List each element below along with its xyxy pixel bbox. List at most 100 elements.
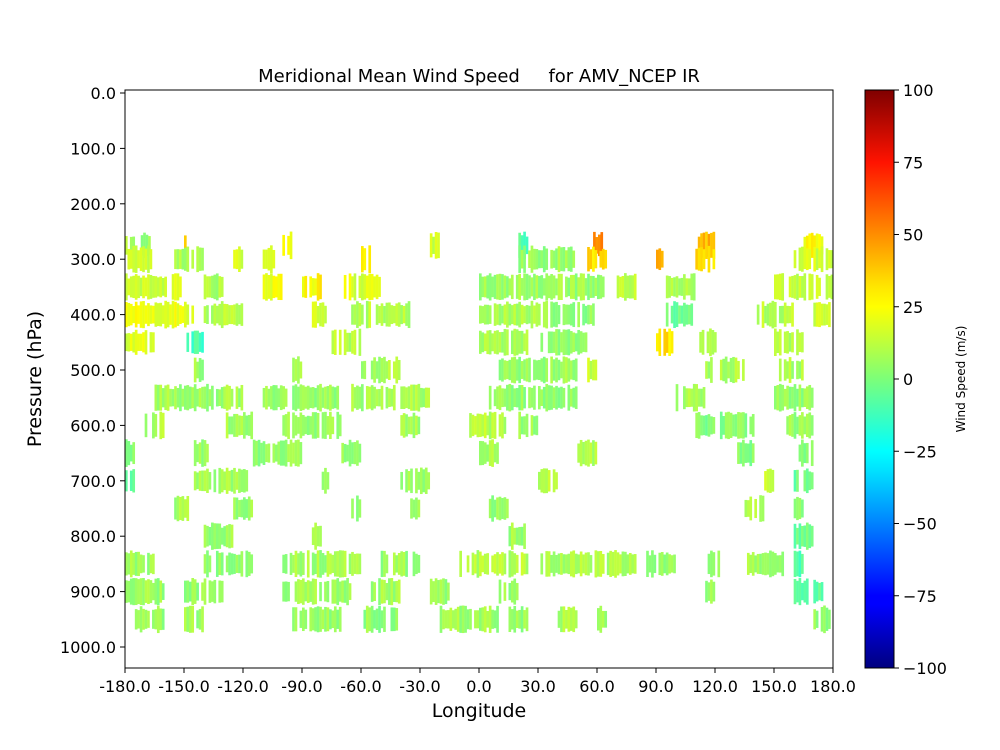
heatmap-cell <box>144 305 148 324</box>
heatmap-cell <box>223 386 226 409</box>
heatmap-cell <box>383 606 386 632</box>
heatmap-cell <box>700 233 703 258</box>
heatmap-cell <box>181 388 185 407</box>
heatmap-cell <box>675 276 679 298</box>
heatmap-cell <box>132 552 136 575</box>
heatmap-cell <box>198 470 202 491</box>
heatmap-cell <box>569 388 573 407</box>
heatmap-cell <box>513 606 517 633</box>
heatmap-cell <box>523 359 526 381</box>
heatmap-cell <box>292 385 295 410</box>
heatmap-cell <box>582 442 585 465</box>
heatmap-cell <box>311 527 315 546</box>
heatmap-cell <box>574 273 578 301</box>
heatmap-cell <box>690 273 694 301</box>
heatmap-cell <box>702 249 706 270</box>
heatmap-cell <box>144 413 148 438</box>
heatmap-cell <box>132 442 136 465</box>
heatmap-cell <box>675 302 679 327</box>
heatmap-cell <box>597 274 600 300</box>
heatmap-cell <box>503 582 507 601</box>
heatmap-cell <box>247 551 251 576</box>
heatmap-cell <box>528 387 531 409</box>
heatmap-cell <box>810 525 814 547</box>
heatmap-cell <box>707 553 711 575</box>
heatmap-cell <box>796 360 799 380</box>
heatmap-cell <box>314 301 317 328</box>
heatmap-cell <box>174 497 177 520</box>
heatmap-cell <box>250 554 254 574</box>
heatmap-cell <box>523 231 526 260</box>
heatmap-cell <box>560 552 563 575</box>
heatmap-cell <box>496 274 499 300</box>
heatmap-cell <box>213 523 217 550</box>
heatmap-cell <box>171 389 175 407</box>
heatmap-cell <box>402 552 406 576</box>
heatmap-cell <box>211 581 214 602</box>
heatmap-cell <box>796 469 799 492</box>
heatmap-cell <box>764 305 767 324</box>
heatmap-cell <box>139 606 143 633</box>
heatmap-cell <box>166 301 170 328</box>
heatmap-cell <box>550 301 553 328</box>
heatmap-cell <box>125 273 128 301</box>
heatmap-cell <box>486 444 490 462</box>
heatmap-cell <box>582 303 585 326</box>
heatmap-cell <box>805 248 809 271</box>
heatmap-cell <box>479 273 482 301</box>
heatmap-cell <box>208 389 212 407</box>
heatmap-cell <box>368 301 372 328</box>
heatmap-cell <box>712 417 716 434</box>
heatmap-cell <box>341 442 344 464</box>
heatmap-cell <box>769 550 772 578</box>
heatmap-cell <box>565 329 568 355</box>
heatmap-cell <box>213 469 217 493</box>
heatmap-cell <box>535 360 539 380</box>
heatmap-cell <box>569 303 573 326</box>
heatmap-cell <box>508 359 512 381</box>
heatmap-cell <box>299 551 303 577</box>
heatmap-cell <box>506 301 509 328</box>
heatmap-cell <box>198 358 202 382</box>
heatmap-cell <box>776 331 780 354</box>
heatmap-cell <box>161 305 165 324</box>
x-tick-label: -180.0 <box>99 677 151 696</box>
y-tick-label: 200.0 <box>70 195 116 214</box>
heatmap-cell <box>678 278 681 296</box>
heatmap-cell <box>230 469 234 492</box>
heatmap-cells <box>125 231 833 634</box>
heatmap-cell <box>429 233 433 258</box>
heatmap-cell <box>284 414 288 437</box>
heatmap-cell <box>358 328 362 356</box>
heatmap-cell <box>289 552 293 575</box>
heatmap-cell <box>801 412 804 439</box>
heatmap-cell <box>599 250 603 268</box>
heatmap-cell <box>230 388 234 407</box>
heatmap-cell <box>282 415 285 436</box>
y-axis-ticks: 0.0 100.0 200.0 300.0 400.0 500.0 600.0 700.0 80… <box>60 84 125 657</box>
heatmap-cell <box>771 551 775 577</box>
heatmap-cell <box>333 329 337 355</box>
heatmap-cell <box>277 388 281 408</box>
heatmap-cell <box>338 414 342 437</box>
heatmap-cell <box>513 553 517 575</box>
heatmap-cell <box>621 551 625 577</box>
heatmap-cell <box>491 439 494 467</box>
heatmap-cell <box>218 389 222 407</box>
heatmap-cell <box>161 278 165 296</box>
heatmap-cell <box>670 305 674 324</box>
heatmap-cell <box>510 357 514 383</box>
heatmap-cell <box>147 552 150 575</box>
heatmap-cell <box>215 388 219 407</box>
heatmap-cell <box>159 580 163 603</box>
heatmap-cell <box>144 330 148 355</box>
colorbar-tick-label: 100 <box>903 81 934 100</box>
heatmap-cell <box>326 580 330 603</box>
heatmap-cell <box>125 470 128 492</box>
heatmap-cell <box>397 552 401 575</box>
heatmap-cell <box>798 497 802 520</box>
heatmap-cell <box>331 610 335 629</box>
heatmap-cell <box>422 469 426 493</box>
heatmap-cell <box>614 550 617 578</box>
heatmap-cell <box>299 384 303 411</box>
